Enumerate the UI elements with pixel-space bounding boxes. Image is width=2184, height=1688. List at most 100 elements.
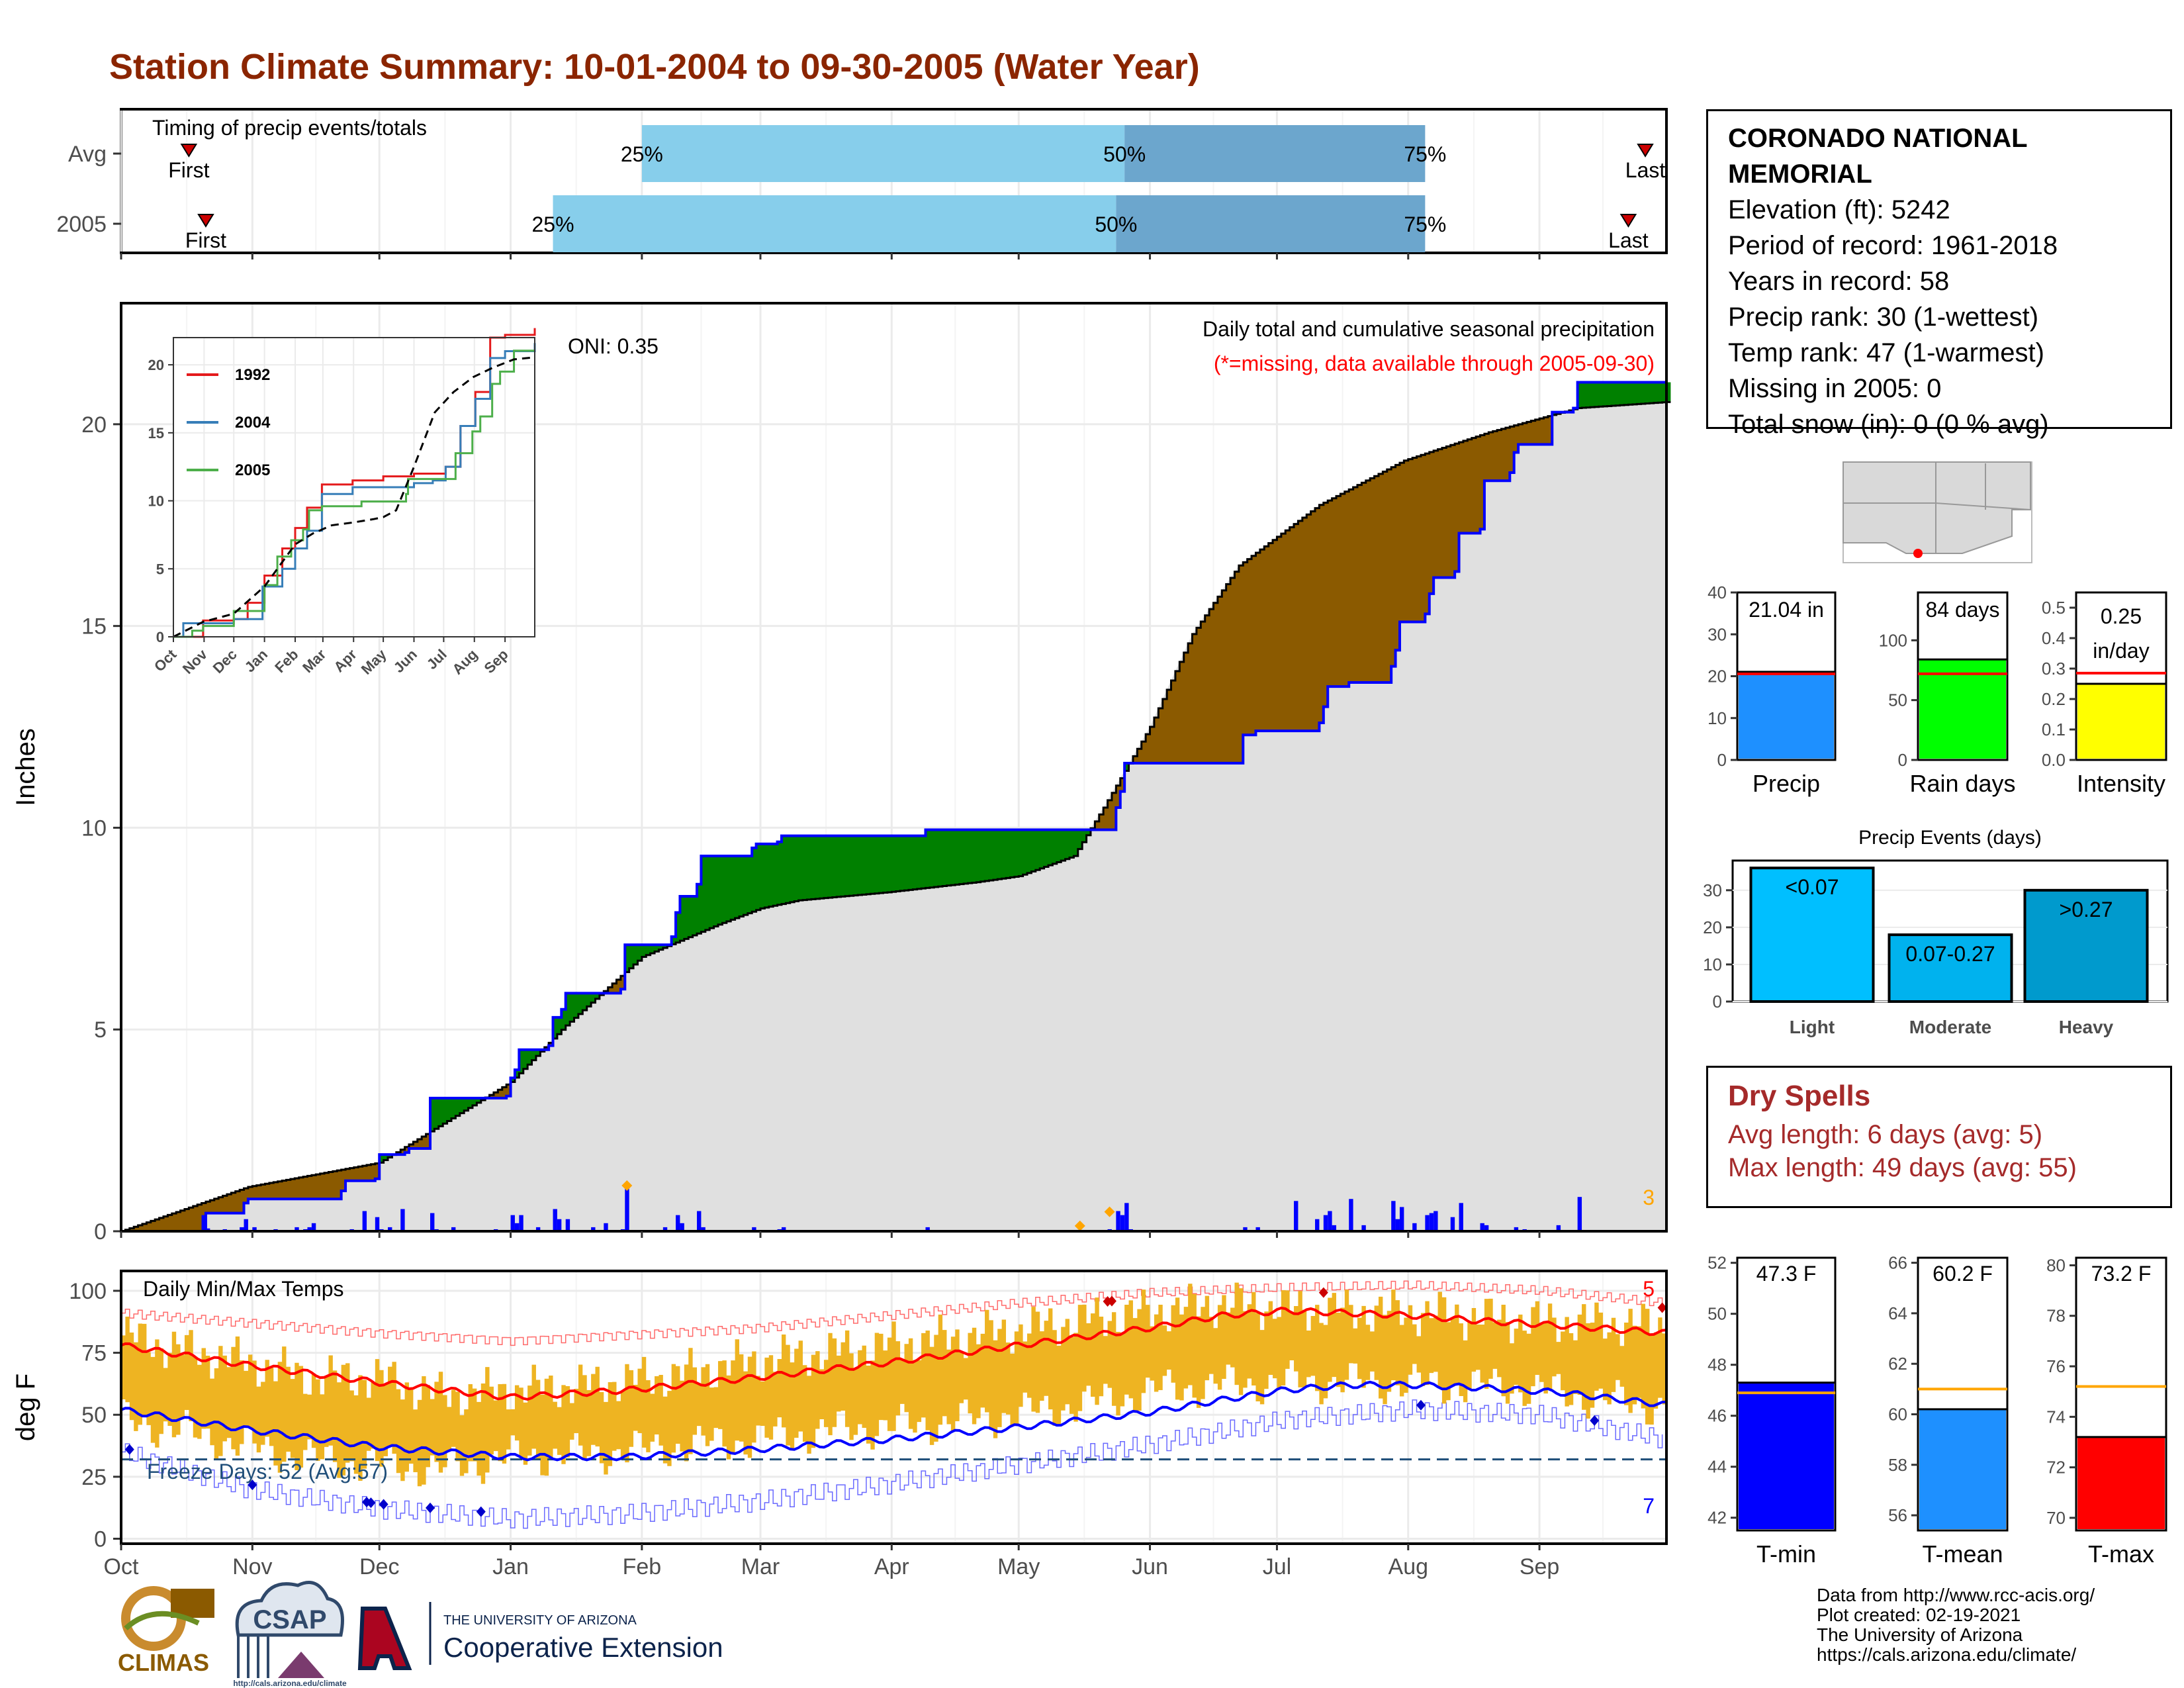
- daily-precip-bar: [244, 1219, 248, 1231]
- x-tick-label: Feb: [623, 1554, 662, 1579]
- csap-logo-text: CSAP: [253, 1605, 326, 1634]
- daily-precip-bar: [1450, 1217, 1455, 1231]
- events-category-label: Light: [1790, 1017, 1835, 1037]
- record-max-line: [121, 1280, 1663, 1346]
- inset-frame: [173, 337, 535, 637]
- first-event-label: First: [185, 228, 226, 252]
- daily-precip-bar: [1323, 1215, 1328, 1231]
- daily-precip-bar: [1399, 1207, 1404, 1231]
- cum-y-axis-label: Inches: [11, 728, 40, 806]
- csap-mountain-icon: [278, 1652, 324, 1678]
- cum-chart-subtitle: (*=missing, data available through 2005-…: [1214, 352, 1655, 375]
- tmax-category-label: T-max: [2088, 1540, 2154, 1568]
- events-bar-light: [1749, 867, 1875, 1004]
- record-high-marker: [1318, 1287, 1328, 1298]
- tmin-y-tick-label: 44: [1707, 1457, 1727, 1477]
- tmin-value-label: 47.3 F: [1756, 1262, 1817, 1286]
- daily-precip-bar: [375, 1217, 380, 1231]
- last-event-marker: [1637, 144, 1654, 158]
- y-tick-label: 0: [94, 1527, 107, 1552]
- inset-series-line-2005: [173, 350, 535, 638]
- intensity-bar: [2077, 684, 2165, 759]
- credit-university: The University of Arizona: [1817, 1624, 2023, 1645]
- quartile-bar-25-50: [553, 195, 1116, 252]
- y-tick-label: 25: [81, 1465, 107, 1490]
- events-title: Precip Events (days): [1858, 827, 2042, 849]
- precip_total-value-label: 21.04 in: [1749, 598, 1824, 622]
- daily-precip-bar: [201, 1215, 206, 1231]
- y-tick-label: 0: [94, 1219, 107, 1244]
- dry-spells-avg: Avg length: 6 days (avg: 5): [1728, 1120, 2043, 1149]
- tmean-value-label: 60.2 F: [1933, 1262, 1993, 1286]
- rain_days-value-label: 84 days: [1925, 598, 1999, 622]
- intensity-y-tick-label: 0.4: [2042, 628, 2066, 648]
- daily-precip-bar: [553, 1209, 557, 1231]
- daily-precip-bar: [451, 1227, 456, 1231]
- dry-spells-title: Dry Spells: [1728, 1080, 1871, 1112]
- credit-plot-created: Plot created: 02-19-2021: [1817, 1605, 2021, 1625]
- precip-events-chart: 0 10 20 30 <0.07 Light 0.07-0.27 Moderate >0.27 H…: [1703, 827, 2169, 1037]
- quartile-label: 75%: [1404, 142, 1446, 166]
- inset-legend-label: 2005: [235, 461, 270, 479]
- quartile-bar-25-50: [641, 125, 1125, 182]
- last-event-label: Last: [1625, 158, 1666, 182]
- tmax-bar: [2077, 1436, 2165, 1529]
- intensity-y-tick-label: 0.2: [2042, 689, 2066, 709]
- y-tick-label: 50: [81, 1403, 107, 1428]
- record-min-line: [121, 1399, 1663, 1529]
- record-low-marker: [1590, 1415, 1600, 1426]
- events-bar-label: 0.07-0.27: [1905, 942, 1995, 966]
- tmax-y-tick-label: 70: [2046, 1508, 2066, 1528]
- daily-precip-bar: [514, 1223, 520, 1231]
- intensity-y-tick-label: 0.3: [2042, 659, 2066, 679]
- freeze-days-label: Freeze Days: 52 (Avg:57): [147, 1460, 388, 1483]
- intensity-value-label: 0.25: [2101, 604, 2142, 628]
- events-category-label: Moderate: [1909, 1017, 1991, 1037]
- timing-row-label: 2005: [56, 212, 107, 237]
- daily-precip-bar: [510, 1215, 515, 1231]
- inset-average-line: [173, 356, 535, 638]
- average-max-line: [120, 1306, 1667, 1401]
- tmax-bar-outline: [2075, 1436, 2167, 1532]
- station-line-missing: Missing in 2005: 0: [1728, 374, 1942, 403]
- daily-precip-bar: [1120, 1215, 1125, 1231]
- quartile-label: 75%: [1404, 212, 1446, 236]
- tmin-bar: [1739, 1382, 1834, 1529]
- y-tick-label: 20: [81, 412, 107, 438]
- events-y-tick-label: 0: [1713, 992, 1722, 1011]
- ua-block-a-icon: [357, 1607, 412, 1670]
- events-category-label: Heavy: [2059, 1017, 2114, 1037]
- page-title: Station Climate Summary: 10-01-2004 to 0…: [109, 47, 1200, 87]
- temps-frame: [120, 1270, 1668, 1545]
- station-line-period: Period of record: 1961-2018: [1728, 231, 2058, 260]
- record-low-marker: [1416, 1399, 1426, 1411]
- daily-precip-bar: [604, 1223, 608, 1231]
- daily-precip-bar: [1412, 1223, 1417, 1231]
- y-tick-label: 75: [81, 1341, 107, 1366]
- daily-precip-bar: [535, 1227, 541, 1231]
- quartile-label: 25%: [531, 212, 574, 236]
- daily-precip-bar: [1484, 1225, 1489, 1231]
- quartile-label: 25%: [621, 142, 663, 166]
- precip_total-y-tick-label: 30: [1707, 624, 1727, 644]
- map-borders: [1843, 462, 2031, 553]
- tmin-bar-outline: [1736, 1382, 1837, 1532]
- daily-precip-bar: [1116, 1211, 1120, 1231]
- record-high-count: 5: [1643, 1277, 1655, 1301]
- credit-url: https://cals.arizona.edu/climate/: [1817, 1644, 2077, 1665]
- daily-precip-bar: [1480, 1223, 1484, 1231]
- tmean-y-tick-label: 56: [1888, 1505, 1907, 1525]
- tmean-y-tick-label: 66: [1888, 1253, 1907, 1273]
- station-line-elevation: Elevation (ft): 5242: [1728, 195, 1950, 224]
- intensity-y-tick-label: 0.5: [2042, 598, 2066, 618]
- inset-y-tick-label: 10: [148, 493, 164, 510]
- daily-precip-bar: [591, 1227, 596, 1231]
- daily-precip-bar: [1433, 1211, 1438, 1231]
- daily-precip-bar: [1429, 1213, 1434, 1231]
- tmin-y-tick-label: 46: [1707, 1406, 1727, 1426]
- precip_total-y-tick-label: 40: [1707, 583, 1727, 602]
- daily-precip-bar: [400, 1209, 405, 1231]
- csap-logo-bars: [237, 1635, 269, 1678]
- intensity-value-label: in/day: [2093, 639, 2149, 663]
